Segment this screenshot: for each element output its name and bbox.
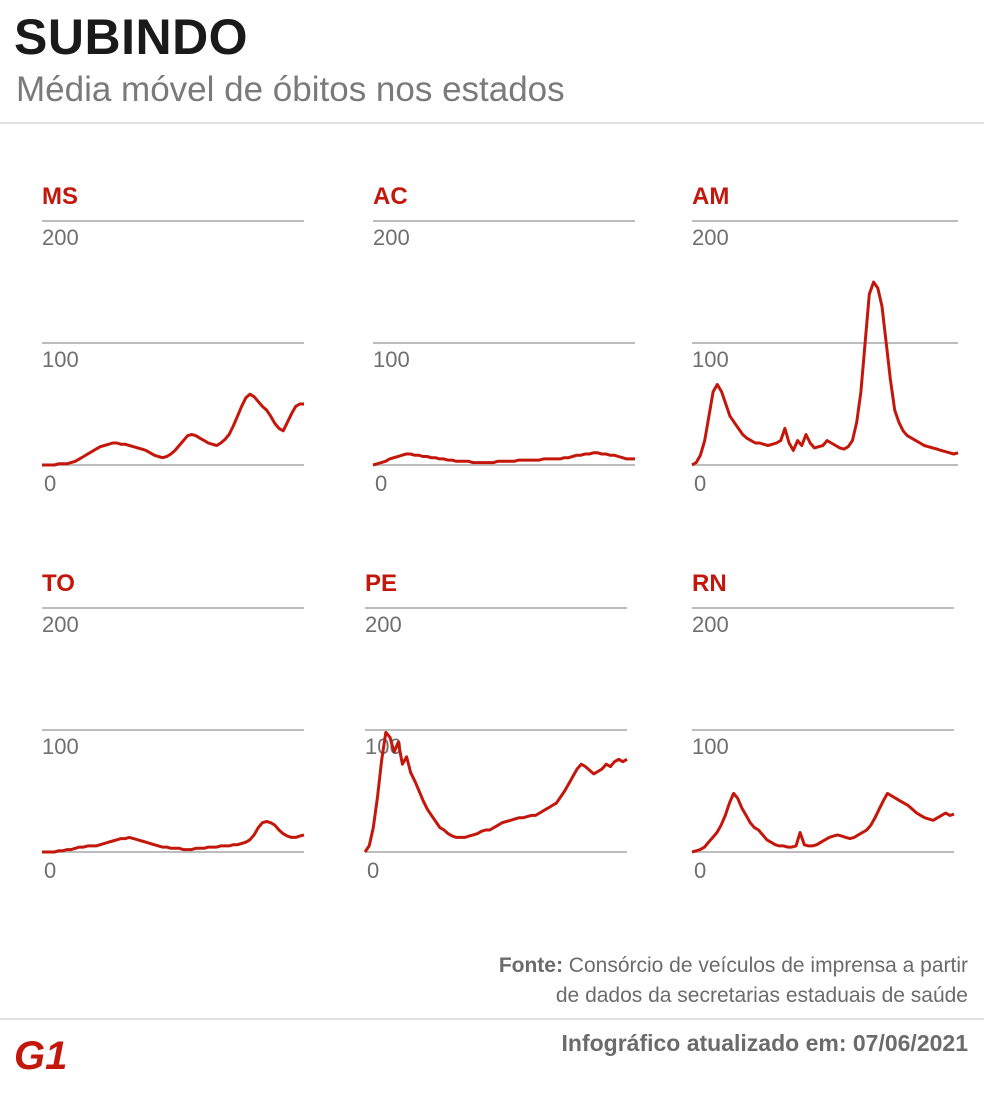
y-tick-label: 200 — [42, 225, 79, 250]
panel-title: AC — [373, 183, 408, 210]
top-divider — [0, 122, 984, 124]
g1-logo-text: G1 — [14, 1036, 67, 1072]
panel-chart: 200 100 0 — [42, 220, 304, 496]
source-note: Fonte: Consórcio de veículos de imprensa… — [499, 951, 968, 1011]
g1-logo: G1 — [14, 1036, 67, 1072]
panel-ms: MS 200 100 0 — [42, 183, 342, 523]
panel-pe: PE 200 100 0 — [363, 570, 665, 910]
source-text-line2: de dados da secretarias estaduais de saú… — [555, 984, 968, 1007]
series-line — [42, 820, 305, 854]
series-line — [691, 791, 955, 854]
chart-subtitle: Média móvel de óbitos nos estados — [16, 70, 565, 109]
y-tick-label: 100 — [692, 734, 729, 759]
panel-chart: 200 100 0 — [372, 220, 635, 496]
panel-rn: RN 200 100 0 — [691, 570, 984, 910]
panel-ac: AC 200 100 0 — [372, 183, 673, 523]
y-tick-label: 0 — [375, 471, 387, 496]
y-tick-label: 0 — [367, 858, 379, 883]
panel-chart: 200 100 0 — [691, 607, 955, 883]
y-tick-label: 0 — [694, 471, 706, 496]
panel-am: AM 200 100 0 — [691, 183, 984, 523]
series-line — [372, 451, 635, 467]
panel-to: TO 200 100 0 — [42, 570, 342, 910]
series-line — [691, 280, 959, 467]
y-tick-label: 100 — [42, 734, 79, 759]
source-text: Consórcio de veículos de imprensa a part… — [562, 954, 968, 977]
series-line — [42, 392, 304, 467]
panel-title: PE — [365, 570, 398, 597]
y-tick-label: 0 — [694, 858, 706, 883]
panel-chart: 200 100 0 — [42, 607, 305, 883]
y-tick-label: 200 — [373, 225, 410, 250]
y-tick-label: 100 — [42, 347, 79, 372]
panel-title: MS — [42, 183, 78, 210]
y-tick-label: 100 — [692, 347, 729, 372]
y-tick-label: 200 — [692, 612, 729, 637]
bottom-divider — [0, 1018, 984, 1020]
panel-title: AM — [692, 183, 730, 210]
y-tick-label: 0 — [44, 471, 56, 496]
y-tick-label: 200 — [42, 612, 79, 637]
y-tick-label: 0 — [44, 858, 56, 883]
panel-title: RN — [692, 570, 727, 597]
y-tick-label: 200 — [365, 612, 402, 637]
update-date: Infográfico atualizado em: 07/06/2021 — [561, 1030, 968, 1056]
panel-chart: 200 100 0 — [691, 220, 959, 496]
chart-title: SUBINDO — [14, 9, 249, 65]
panel-title: TO — [42, 570, 75, 597]
series-line — [363, 730, 628, 853]
source-label: Fonte: — [498, 954, 563, 977]
y-tick-label: 200 — [692, 225, 729, 250]
y-tick-label: 100 — [373, 347, 410, 372]
